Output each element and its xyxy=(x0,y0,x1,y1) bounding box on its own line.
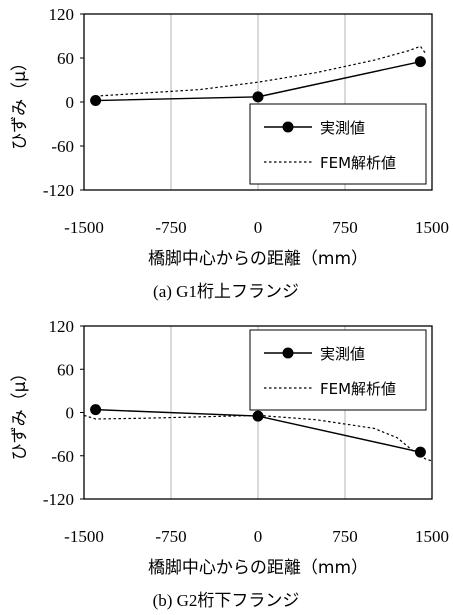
chart-g2-lower-flange: 120 60 0 -60 -120 -1500 -750 0 750 1500 ひずみ（μ） 橋脚中心… xyxy=(0,307,453,615)
x-axis-label: 橋脚中心からの距離（mm） xyxy=(148,558,368,578)
y-tick-label: -60 xyxy=(51,137,74,156)
legend-label-measured: 実測値 xyxy=(320,119,365,137)
x-tick-label: 750 xyxy=(332,218,358,237)
chart-caption: (a) G1桁上フランジ xyxy=(153,282,299,301)
y-tick-label: 0 xyxy=(66,93,75,112)
y-tick-label: 120 xyxy=(49,5,75,24)
legend-label-measured: 実測値 xyxy=(320,345,365,363)
x-tick-label: 1500 xyxy=(415,218,449,237)
data-point-measured xyxy=(90,95,102,107)
y-tick-label: -120 xyxy=(43,490,74,509)
y-axis-label: ひずみ（μ） xyxy=(10,54,30,150)
data-point-measured xyxy=(252,410,264,422)
x-tick-label: 750 xyxy=(332,527,358,546)
series-line-fem xyxy=(95,45,427,97)
data-point-measured xyxy=(414,56,426,68)
data-point-measured xyxy=(414,446,426,458)
y-tick-label: -60 xyxy=(51,447,74,466)
data-point-measured xyxy=(252,91,264,103)
y-tick-label: -120 xyxy=(43,181,74,200)
y-tick-label: 0 xyxy=(66,404,75,423)
legend-box xyxy=(249,103,427,185)
chart-g1-upper-flange: 120 60 0 -60 -120 -1500 -750 0 750 1500 ひずみ（μ） 橋脚中心… xyxy=(10,5,449,301)
x-tick-label: 1500 xyxy=(415,527,449,546)
legend-label-fem: FEM解析値 xyxy=(320,154,396,172)
x-tick-label: -1500 xyxy=(64,527,104,546)
x-tick-label: -750 xyxy=(155,527,186,546)
x-tick-label: 0 xyxy=(254,527,263,546)
y-tick-label: 120 xyxy=(49,317,75,336)
legend-box xyxy=(249,329,427,411)
data-point-measured xyxy=(90,404,102,416)
x-tick-label: -1500 xyxy=(64,218,104,237)
legend-marker-measured xyxy=(282,347,294,359)
chart-caption: (b) G2桁下フランジ xyxy=(153,591,300,610)
y-axis-label: ひずみ（μ） xyxy=(10,365,30,461)
legend-marker-measured xyxy=(282,121,294,133)
legend-label-fem: FEM解析値 xyxy=(320,380,396,398)
y-tick-label: 60 xyxy=(57,360,74,379)
y-tick-label: 60 xyxy=(57,49,74,68)
x-axis-label: 橋脚中心からの距離（mm） xyxy=(148,249,368,269)
chart-g1-svg: 120 60 0 -60 -120 -1500 -750 0 750 1500 ひずみ（μ） 橋脚中心… xyxy=(10,5,449,301)
x-tick-label: 0 xyxy=(254,218,263,237)
chart-g2-svg: 120 60 0 -60 -120 -1500 -750 0 750 1500 ひずみ（μ） 橋脚中心… xyxy=(10,317,449,610)
x-tick-label: -750 xyxy=(155,218,186,237)
